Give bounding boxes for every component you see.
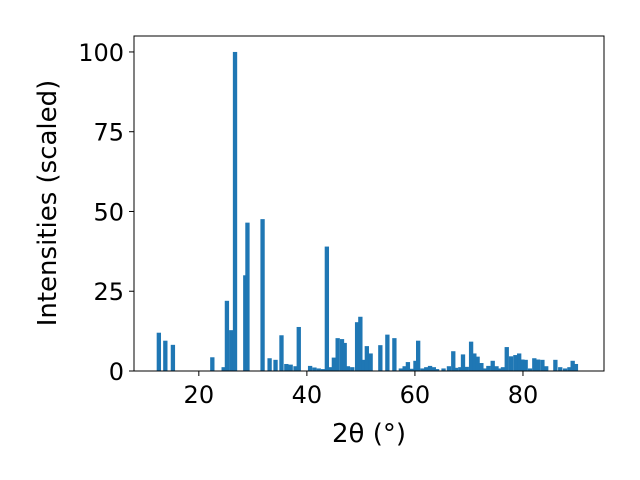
y-tick-label: 100 (78, 39, 124, 67)
bar (350, 367, 355, 371)
bar (409, 368, 414, 371)
bar (441, 368, 446, 371)
bar (312, 367, 317, 371)
plot-frame (133, 35, 605, 372)
bar (520, 359, 525, 371)
bar (232, 51, 238, 371)
bar (416, 340, 421, 371)
bar (475, 356, 480, 371)
bar (427, 365, 433, 371)
bar (316, 368, 321, 371)
bar (490, 360, 495, 371)
bar (210, 357, 215, 371)
bar (570, 360, 575, 371)
bar (156, 332, 162, 371)
bar (567, 367, 572, 371)
bar (500, 367, 506, 371)
bar (331, 357, 337, 371)
bar (163, 340, 168, 371)
x-tick-label: 80 (508, 381, 539, 409)
y-tick-label: 25 (93, 278, 124, 306)
bar (451, 351, 456, 371)
bar (562, 368, 568, 371)
x-tick-label: 20 (184, 381, 215, 409)
bar (460, 354, 466, 371)
bar (482, 368, 488, 371)
x-tick-label: 40 (292, 381, 323, 409)
bar (504, 347, 509, 371)
bar (431, 367, 436, 371)
bar (558, 367, 563, 371)
bar (402, 366, 407, 371)
bar (540, 359, 545, 371)
bar (405, 362, 411, 371)
bar (424, 367, 429, 371)
bar (420, 368, 425, 371)
bar (513, 355, 518, 371)
bar (324, 246, 330, 371)
bar (494, 366, 499, 371)
bar (320, 369, 326, 371)
bar (335, 338, 340, 371)
bar (535, 359, 541, 371)
ticks-group: 20 40 60 80 0 25 50 75 100 (78, 39, 538, 409)
bar (392, 338, 397, 371)
bar (523, 359, 528, 371)
bar (279, 335, 284, 371)
bar (267, 358, 272, 371)
bar (368, 353, 373, 371)
bar (288, 364, 293, 371)
bar (398, 368, 404, 371)
bar (296, 326, 301, 371)
bar (508, 356, 514, 371)
bar (358, 316, 363, 371)
bar (364, 346, 369, 371)
bar (413, 360, 418, 371)
bar (342, 342, 347, 371)
bar (293, 366, 298, 371)
bar (307, 365, 313, 371)
y-tick-label: 50 (93, 198, 124, 226)
x-tick-label: 60 (400, 381, 431, 409)
bar (345, 366, 351, 371)
x-axis-label: 2θ (°) (332, 419, 406, 449)
bar (385, 334, 390, 371)
bar (446, 366, 452, 371)
bar (544, 366, 549, 371)
y-tick-label: 75 (93, 119, 124, 147)
y-axis-label: Intensities (scaled) (33, 80, 63, 327)
bar (329, 367, 334, 371)
bar (553, 359, 558, 371)
bar (532, 358, 537, 371)
bar (221, 367, 226, 371)
bar (458, 367, 463, 371)
bar (260, 219, 265, 371)
bar (229, 330, 234, 371)
bar (361, 359, 366, 371)
bar (434, 369, 440, 371)
bar (170, 344, 176, 371)
bars-group (156, 51, 579, 371)
bar (464, 366, 469, 371)
bar (245, 222, 250, 371)
bar (517, 353, 522, 371)
bar (284, 363, 289, 371)
bar (527, 368, 533, 371)
bar (339, 339, 345, 371)
bar (472, 353, 477, 371)
bar (378, 345, 383, 371)
bar (453, 367, 459, 371)
y-tick-label: 0 (109, 358, 124, 386)
bar (479, 363, 484, 371)
bar (354, 322, 360, 371)
bar (273, 359, 278, 371)
bar (573, 363, 579, 371)
bar (468, 341, 474, 371)
bar (224, 300, 230, 371)
bar (497, 368, 502, 371)
bar (486, 365, 491, 371)
